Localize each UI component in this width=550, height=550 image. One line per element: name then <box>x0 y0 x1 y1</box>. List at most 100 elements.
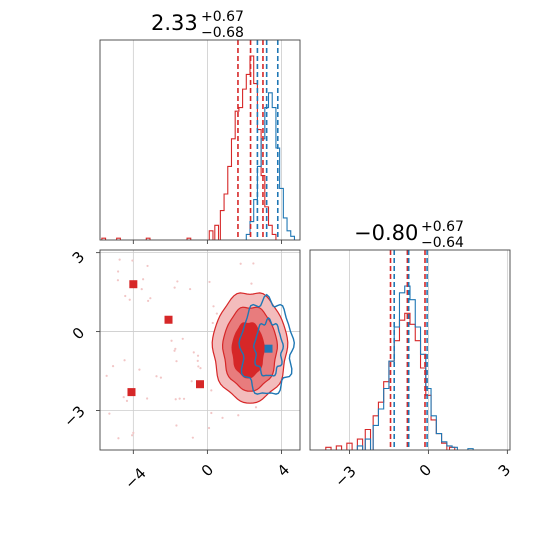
background-sample-dot <box>178 397 181 400</box>
background-sample-dot <box>170 339 173 342</box>
background-sample-dot <box>122 396 125 399</box>
background-sample-dot <box>125 399 129 402</box>
background-sample-dot <box>118 258 121 261</box>
background-sample-dot <box>149 297 152 300</box>
joint-ytick-label: 0 <box>69 324 88 343</box>
joint-xtick-label: 0 <box>198 461 217 480</box>
background-sample-dot <box>105 374 108 377</box>
top-title-value: 2.33 <box>151 11 198 35</box>
background-sample-dot <box>237 414 240 417</box>
joint-y-tick-labels: 3 0 −3 <box>60 248 88 431</box>
background-sample-dot <box>197 365 200 368</box>
background-sample-dot <box>239 262 242 265</box>
joint-xtick-label: −4 <box>121 464 149 492</box>
background-sample-dot <box>210 411 213 415</box>
background-sample-dot <box>208 280 211 284</box>
right-histogram-ticks <box>349 450 508 454</box>
background-sample-dot <box>138 368 141 371</box>
joint-contours <box>211 292 296 404</box>
background-sample-dot <box>188 287 192 291</box>
background-sample-dot <box>174 347 177 350</box>
right-histogram-blue <box>356 285 474 450</box>
background-sample-dot <box>199 367 202 370</box>
background-sample-dot <box>173 349 176 352</box>
background-sample-dot <box>131 434 134 437</box>
background-sample-dot <box>108 412 111 415</box>
top-quantile-lines <box>237 40 279 240</box>
top-histogram-grid <box>132 40 282 240</box>
top-histogram-panel: 2.33 +0.67 −0.68 <box>99 9 301 244</box>
joint-ytick-label: −3 <box>60 402 88 430</box>
joint-ticks <box>96 252 282 454</box>
background-sample-dot <box>173 286 176 289</box>
background-sample-dot <box>175 424 178 427</box>
right-histogram-frame <box>309 249 511 451</box>
background-sample-dot <box>132 431 135 434</box>
top-histogram-ticks <box>132 240 282 244</box>
joint-markers <box>127 280 273 397</box>
background-sample-dot <box>142 278 145 281</box>
right-xtick-label: −3 <box>331 462 359 490</box>
background-sample-dot <box>155 375 158 378</box>
background-sample-dot <box>221 416 224 419</box>
right-title-value: −0.80 <box>354 221 418 245</box>
background-sample-dot <box>159 376 163 379</box>
background-sample-dot <box>215 312 218 315</box>
background-sample-dot <box>124 294 127 298</box>
background-sample-dot <box>191 436 194 439</box>
blue-square-marker <box>264 344 273 353</box>
background-sample-dot <box>146 264 149 268</box>
joint-frame <box>99 249 301 451</box>
right-xtick-label: 0 <box>416 461 435 480</box>
top-histogram-series <box>101 55 295 240</box>
red-square-marker <box>246 348 254 357</box>
background-sample-dot <box>190 380 193 383</box>
background-sample-dot <box>250 282 253 285</box>
background-sample-dot <box>146 397 149 400</box>
red-square-marker <box>129 280 138 289</box>
background-sample-dot <box>123 359 126 362</box>
background-sample-dot <box>175 360 178 363</box>
right-histogram-grid <box>349 250 508 450</box>
background-sample-dot <box>147 299 150 302</box>
right-x-tick-labels: −3 0 3 <box>331 461 514 491</box>
joint-ytick-label: 3 <box>69 248 88 267</box>
right-histogram-panel: −0.80 +0.67 −0.64 −3 0 3 <box>309 219 514 491</box>
background-sample-dot <box>174 398 177 401</box>
right-title-plus: +0.67 <box>421 219 464 235</box>
background-sample-dot <box>254 406 258 409</box>
background-sample-dot <box>207 426 211 430</box>
background-sample-dot <box>196 359 199 362</box>
right-title-minus: −0.64 <box>421 235 464 251</box>
background-sample-dot <box>140 288 143 291</box>
right-histogram-series <box>325 285 474 450</box>
background-sample-dot <box>181 337 184 340</box>
top-histogram-blue <box>245 92 295 240</box>
top-title-minus: −0.68 <box>201 25 244 41</box>
joint-xtick-label: 4 <box>274 461 293 480</box>
background-sample-dot <box>210 389 213 392</box>
background-sample-dot <box>182 397 186 400</box>
top-histogram-frame <box>99 39 301 241</box>
background-sample-dot <box>196 354 200 357</box>
background-sample-dot <box>252 262 255 265</box>
joint-x-tick-labels: −4 0 4 <box>121 461 293 493</box>
right-xtick-label: 3 <box>495 461 514 480</box>
background-sample-dot <box>111 365 115 368</box>
top-title-plus: +0.67 <box>201 9 244 25</box>
red-square-marker <box>196 380 204 389</box>
top-histogram-red <box>101 55 277 240</box>
right-histogram-red <box>325 312 456 450</box>
background-sample-dot <box>211 321 214 325</box>
background-sample-dot <box>212 305 215 308</box>
background-sample-dot <box>128 298 131 301</box>
background-sample-dot <box>131 259 134 262</box>
background-sample-dot <box>192 351 195 354</box>
background-sample-dot <box>116 270 120 273</box>
joint-scatter-panel: −4 0 4 3 0 −3 <box>60 248 301 493</box>
blue-contour-outer <box>238 293 296 395</box>
red-square-marker <box>127 388 136 397</box>
background-sample-dot <box>117 437 120 440</box>
background-sample-dot <box>176 280 179 283</box>
